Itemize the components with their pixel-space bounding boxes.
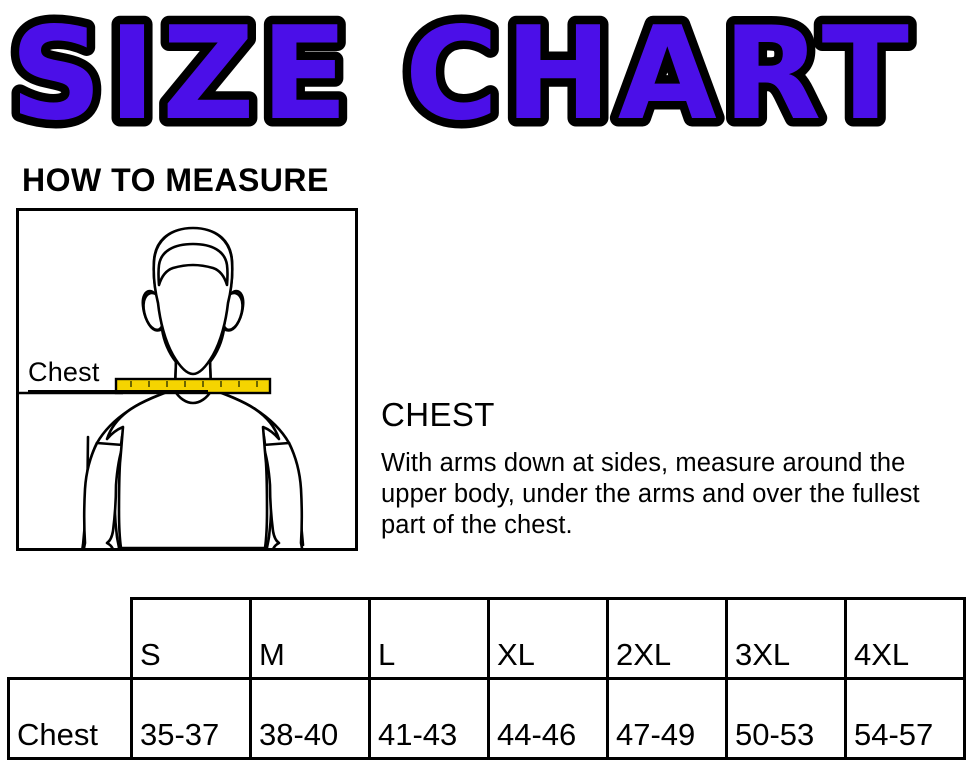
size-table-container: S M L XL 2XL 3XL 4XL Chest 35-37 38-40 4… [7, 597, 967, 760]
page-title-outline: SIZE CHART [10, 0, 915, 149]
male-torso-figure-icon [19, 226, 305, 548]
page-title-fill: SIZE CHART [10, 0, 915, 149]
chest-callout: Chest [28, 358, 208, 387]
table-header-cell-3xl: 3XL [725, 597, 847, 680]
chest-callout-label: Chest [28, 357, 100, 387]
table-cell-chest-m: 38-40 [249, 677, 371, 760]
table-cell-chest-s: 35-37 [130, 677, 252, 760]
measure-diagram-box [16, 208, 358, 551]
table-cell-chest-3xl: 50-53 [725, 677, 847, 760]
table-header-cell-4xl: 4XL [844, 597, 966, 680]
how-to-measure-heading: HOW TO MEASURE [22, 162, 329, 198]
size-table: S M L XL 2XL 3XL 4XL Chest 35-37 38-40 4… [7, 597, 966, 760]
table-header-cell-2xl: 2XL [606, 597, 728, 680]
table-row-header-chest: Chest [7, 677, 133, 760]
table-header-cell-l: L [368, 597, 490, 680]
table-cell-chest-2xl: 47-49 [606, 677, 728, 760]
chest-description-block: CHEST With arms down at sides, measure a… [381, 395, 971, 541]
table-header-cell-s: S [130, 597, 252, 680]
table-corner-blank [9, 599, 132, 679]
size-chart-title-art: SIZE CHART SIZE CHART [2, 0, 918, 150]
table-cell-chest-xl: 44-46 [487, 677, 609, 760]
chest-description-body: With arms down at sides, measure around … [381, 449, 920, 539]
table-header-cell-xl: XL [487, 597, 609, 680]
table-row: Chest 35-37 38-40 41-43 44-46 47-49 50-5… [7, 677, 966, 760]
table-cell-chest-4xl: 54-57 [844, 677, 966, 760]
table-cell-chest-l: 41-43 [368, 677, 490, 760]
chest-leader-line [28, 390, 208, 392]
page-title: SIZE CHART SIZE CHART [0, 0, 978, 150]
table-header-row: S M L XL 2XL 3XL 4XL [9, 597, 966, 680]
chest-tape-measure [114, 377, 272, 395]
table-header-cell-m: M [249, 597, 371, 680]
chest-description-title: CHEST [381, 396, 495, 433]
